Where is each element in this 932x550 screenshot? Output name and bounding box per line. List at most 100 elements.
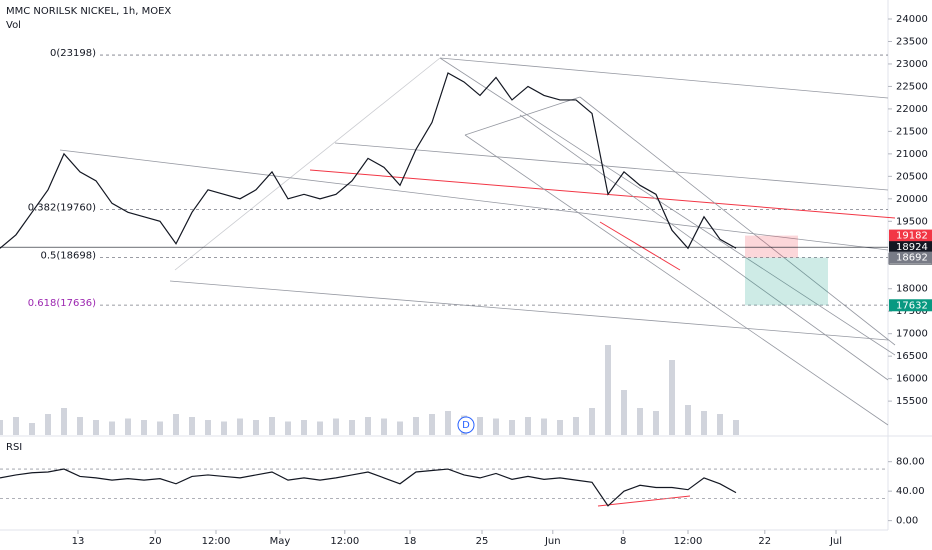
x-tick-label: 8 <box>620 536 626 547</box>
volume-bar <box>109 421 115 435</box>
x-tick-label: 12:00 <box>674 536 703 547</box>
volume-bar <box>445 411 451 435</box>
fib-label: 0.618(17636) <box>28 298 96 309</box>
price-tag-label: 18692 <box>896 253 928 264</box>
channel-line <box>174 57 441 271</box>
y-tick-label: 22500 <box>896 81 928 92</box>
price-tag-label: 18924 <box>896 242 928 253</box>
volume-bar <box>509 420 515 435</box>
volume-bar <box>669 360 675 435</box>
volume-bar <box>541 418 547 435</box>
volume-bar <box>125 418 131 435</box>
y-tick-label: 16000 <box>896 374 928 385</box>
price-tag <box>889 229 932 242</box>
fib-label: 0.382(19760) <box>28 203 96 214</box>
y-tick-label: 17500 <box>896 306 928 317</box>
volume-bar <box>605 345 611 435</box>
y-tick-label: 20000 <box>896 194 928 205</box>
volume-bar <box>397 421 403 435</box>
x-tick-label: Jul <box>829 536 842 547</box>
volume-bar <box>221 421 227 435</box>
rsi-divergence <box>597 495 691 507</box>
volume-bar <box>557 420 563 435</box>
y-tick-label: 23000 <box>896 59 928 70</box>
volume-bar <box>717 414 723 435</box>
y-tick-label: 20500 <box>896 171 928 182</box>
channel-line <box>169 280 889 341</box>
volume-bar <box>13 417 19 435</box>
volume-bar <box>157 421 163 435</box>
volume-bar <box>349 420 355 435</box>
volume-bar <box>653 411 659 435</box>
position-risk <box>745 235 798 258</box>
y-tick-label: 17000 <box>896 329 928 340</box>
y-tick-label: 18000 <box>896 284 928 295</box>
x-tick-label: 20 <box>149 536 162 547</box>
y-tick-label: 21500 <box>896 126 928 137</box>
y-tick-label: 16500 <box>896 351 928 362</box>
volume-bar <box>93 420 99 435</box>
volume-bar <box>701 411 707 435</box>
channel-line <box>439 57 889 99</box>
volume-bar <box>333 418 339 435</box>
volume-bar <box>381 418 387 435</box>
x-tick-label: Jun <box>544 536 561 547</box>
price-tag-label: 17632 <box>896 300 928 311</box>
pitchfork <box>464 96 581 136</box>
volume-bar <box>525 417 531 435</box>
volume-bar <box>733 420 739 435</box>
y-tick-label: 19500 <box>896 216 928 227</box>
y-tick-label: 23500 <box>896 36 928 47</box>
volume-bar <box>493 418 499 435</box>
pitchfork <box>579 96 896 346</box>
volume-bar <box>573 417 579 435</box>
channel-line <box>59 149 889 251</box>
volume-bar <box>365 417 371 435</box>
volume-bar <box>45 414 51 435</box>
volume-bar <box>77 417 83 435</box>
volume-bar <box>237 418 243 435</box>
price-line <box>0 468 737 507</box>
position-reward <box>745 257 828 306</box>
pitchfork <box>439 57 896 356</box>
volume-bar <box>637 408 643 435</box>
y-tick-label: 0.00 <box>896 516 918 527</box>
x-tick-label: 13 <box>72 536 85 547</box>
volume-bar <box>141 420 147 435</box>
chart-title: MMC NORILSK NICKEL, 1h, MOEX <box>6 6 171 17</box>
y-tick-label: 22000 <box>896 104 928 115</box>
volume-bar <box>317 421 323 435</box>
x-tick-label: 25 <box>476 536 489 547</box>
x-tick-label: 12:00 <box>330 536 359 547</box>
price-tag <box>889 299 932 312</box>
volume-bar <box>621 390 627 435</box>
fib-label: 0.5(18698) <box>40 250 96 261</box>
y-tick-label: 24000 <box>896 14 928 25</box>
volume-bar <box>29 423 35 435</box>
event-marker-label: D <box>462 420 470 431</box>
pitchfork <box>519 114 889 381</box>
rsi-title: RSI <box>6 442 22 453</box>
x-tick-label: 18 <box>404 536 417 547</box>
volume-bar <box>301 420 307 435</box>
volume-bar <box>413 417 419 435</box>
y-tick-label: 21000 <box>896 149 928 160</box>
x-tick-label: 12:00 <box>202 536 231 547</box>
y-tick-label: 15500 <box>896 396 928 407</box>
volume-bar <box>477 417 483 435</box>
x-tick-label: May <box>270 536 291 547</box>
volume-bar <box>205 420 211 435</box>
price-line <box>0 72 737 250</box>
volume-bar <box>173 414 179 435</box>
volume-bar <box>189 417 195 435</box>
y-tick-label: 80.00 <box>896 457 925 468</box>
volume-bar <box>61 408 67 435</box>
event-marker <box>457 416 475 434</box>
price-tag <box>889 241 932 254</box>
drawings <box>59 57 896 507</box>
volume-bar <box>685 405 691 435</box>
channel-line <box>334 142 889 191</box>
pitchfork <box>464 134 889 426</box>
fib-label: 0(23198) <box>50 48 96 59</box>
